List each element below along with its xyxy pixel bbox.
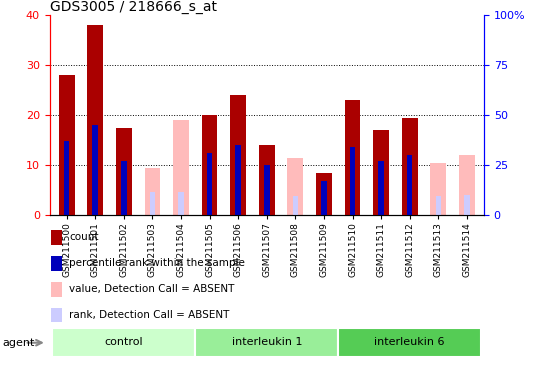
Bar — [264, 165, 270, 215]
Bar — [145, 167, 160, 215]
Bar — [402, 118, 417, 215]
Text: value, Detection Call = ABSENT: value, Detection Call = ABSENT — [69, 284, 235, 294]
Bar — [121, 161, 126, 215]
Bar — [202, 115, 217, 215]
Bar — [207, 153, 212, 215]
Bar — [259, 145, 274, 215]
Text: GDS3005 / 218666_s_at: GDS3005 / 218666_s_at — [50, 0, 217, 14]
Bar — [64, 141, 69, 215]
Bar — [321, 181, 327, 215]
Bar — [288, 158, 303, 215]
Bar — [87, 25, 103, 215]
Bar — [464, 195, 470, 215]
Bar — [436, 196, 441, 215]
Bar — [51, 308, 62, 323]
Text: agent: agent — [3, 338, 35, 348]
Bar — [459, 155, 475, 215]
Bar — [345, 100, 360, 215]
Bar — [195, 328, 338, 358]
Bar — [51, 256, 62, 271]
Bar — [431, 163, 446, 215]
Bar — [230, 95, 246, 215]
Text: interleukin 1: interleukin 1 — [232, 337, 302, 347]
Bar — [59, 75, 74, 215]
Bar — [373, 130, 389, 215]
Bar — [407, 155, 412, 215]
Bar — [338, 328, 481, 358]
Bar — [235, 145, 241, 215]
Bar — [378, 161, 384, 215]
Bar — [116, 127, 131, 215]
Bar — [350, 147, 355, 215]
Bar — [316, 173, 332, 215]
Text: percentile rank within the sample: percentile rank within the sample — [69, 258, 245, 268]
Text: count: count — [69, 232, 99, 242]
Text: interleukin 6: interleukin 6 — [375, 337, 445, 347]
Bar — [150, 192, 155, 215]
Text: rank, Detection Call = ABSENT: rank, Detection Call = ABSENT — [69, 310, 230, 320]
Bar — [92, 125, 98, 215]
Bar — [51, 281, 62, 296]
Bar — [293, 196, 298, 215]
Bar — [52, 328, 195, 358]
Bar — [178, 192, 184, 215]
Bar — [173, 120, 189, 215]
Bar — [51, 230, 62, 245]
Text: control: control — [104, 337, 143, 347]
